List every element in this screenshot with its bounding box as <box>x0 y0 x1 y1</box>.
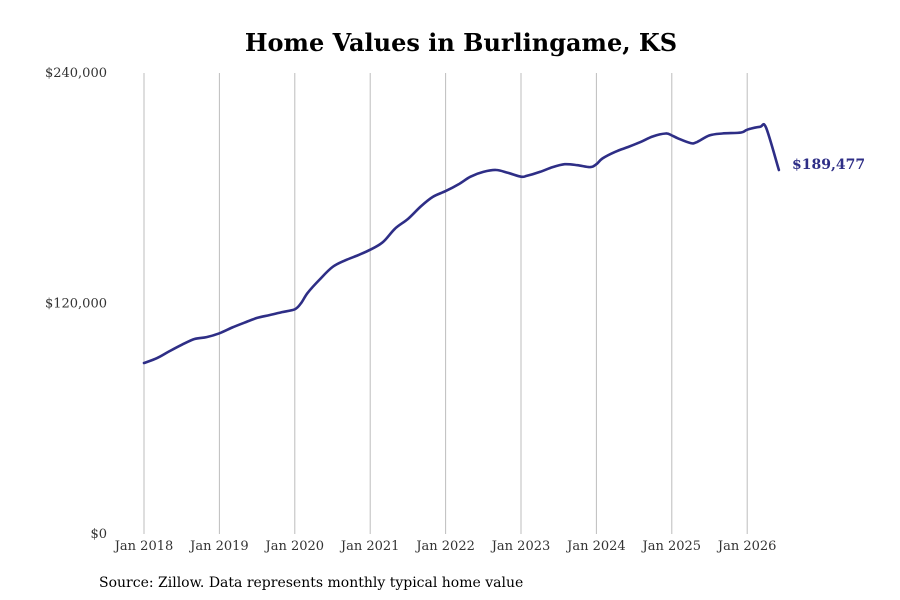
y-tick-label: $0 <box>90 527 107 542</box>
y-tick-label: $120,000 <box>45 297 107 312</box>
y-axis-tick-labels: $240,000 $120,000 $0 <box>45 66 107 542</box>
y-tick-label: $240,000 <box>45 66 107 81</box>
latest-value-label: $189,477 <box>792 157 865 173</box>
x-tick-label: Jan 2020 <box>264 539 325 554</box>
vertical-gridlines <box>143 73 748 534</box>
x-tick-label: Jan 2026 <box>716 539 777 554</box>
x-tick-label: Jan 2024 <box>565 539 626 554</box>
chart-title: Home Values in Burlingame, KS <box>245 28 677 57</box>
x-tick-label: Jan 2019 <box>188 539 249 554</box>
x-tick-label: Jan 2025 <box>641 539 702 554</box>
x-tick-label: Jan 2021 <box>339 539 400 554</box>
home-value-series-line <box>142 122 781 365</box>
x-tick-label: Jan 2022 <box>414 539 475 554</box>
x-tick-label: Jan 2018 <box>113 539 174 554</box>
source-footnote: Source: Zillow. Data represents monthly … <box>99 575 523 591</box>
x-axis-tick-labels: Jan 2018 Jan 2019 Jan 2020 Jan 2021 Jan 2022… <box>113 539 777 554</box>
x-tick-label: Jan 2023 <box>490 539 551 554</box>
